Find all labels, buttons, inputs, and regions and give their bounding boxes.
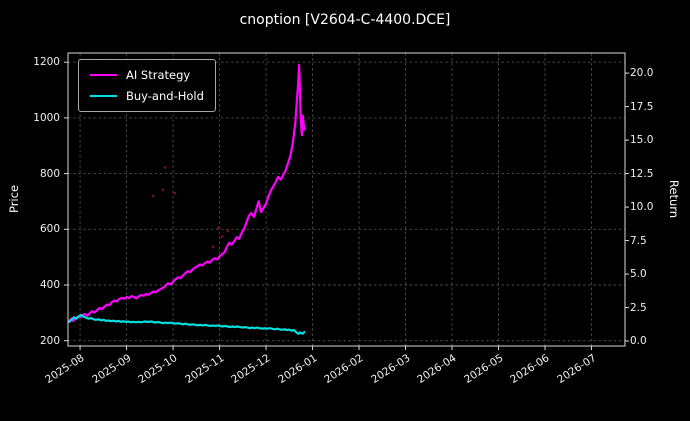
right-tick-label: 5.0 bbox=[630, 268, 647, 281]
right-tick-label: 17.5 bbox=[630, 100, 654, 113]
left-tick-label: 1000 bbox=[33, 111, 60, 124]
legend: AI Strategy Buy-and-Hold bbox=[78, 59, 216, 112]
chart-title: cnoption [V2604-C-4400.DCE] bbox=[239, 12, 451, 28]
left-tick-label: 600 bbox=[39, 223, 60, 236]
signal-marker bbox=[161, 188, 165, 192]
signal-marker bbox=[226, 229, 230, 233]
signal-marker bbox=[216, 226, 220, 230]
signal-marker bbox=[163, 166, 167, 169]
right-tick-label: 20.0 bbox=[630, 67, 654, 80]
legend-item-buy-and-hold: Buy-and-Hold bbox=[90, 89, 204, 103]
left-tick-label: 400 bbox=[39, 279, 60, 291]
right-tick-label: 0.0 bbox=[630, 335, 647, 348]
right-tick-label: 15.0 bbox=[630, 134, 654, 147]
left-tick-label: 800 bbox=[39, 167, 60, 180]
right-tick-label: 12.5 bbox=[630, 167, 654, 180]
right-tick-label: 7.5 bbox=[630, 234, 647, 247]
legend-label-buy-and-hold: Buy-and-Hold bbox=[126, 89, 204, 103]
left-tick-label: 200 bbox=[39, 334, 60, 347]
signal-marker bbox=[151, 194, 155, 198]
signal-marker bbox=[220, 235, 224, 239]
right-tick-label: 10.0 bbox=[630, 201, 654, 214]
left-tick-label: 1200 bbox=[33, 56, 60, 69]
buy-and-hold-line bbox=[68, 314, 306, 335]
ai-strategy-line-swatch bbox=[90, 74, 117, 76]
legend-label-ai-strategy: AI Strategy bbox=[126, 68, 191, 82]
plot-area bbox=[67, 52, 626, 347]
legend-item-ai-strategy: AI Strategy bbox=[90, 68, 204, 82]
right-tick-label: 2.5 bbox=[630, 301, 647, 314]
signal-marker bbox=[211, 245, 215, 249]
signal-marker bbox=[173, 191, 177, 195]
buy-and-hold-line-swatch bbox=[90, 95, 117, 97]
ai-strategy-line bbox=[68, 63, 306, 322]
